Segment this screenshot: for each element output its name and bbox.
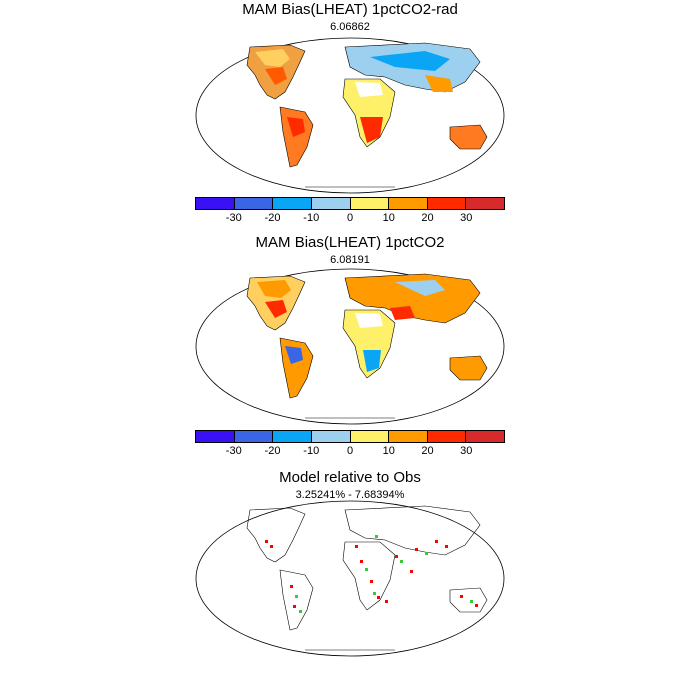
- colorbar-tick-label: 10: [382, 445, 395, 457]
- panel-3-title: Model relative to Obs: [279, 469, 421, 486]
- panel-2-colorbar: [195, 430, 505, 443]
- colorbar-swatch: [196, 431, 235, 442]
- colorbar-swatch: [350, 198, 390, 209]
- relative-markers: [265, 535, 478, 613]
- colorbar-tick-label: -30: [225, 212, 242, 224]
- relative-marker: [355, 545, 358, 548]
- panel-2-subtitle: 6.08191: [330, 254, 370, 266]
- colorbar-swatch: [466, 198, 504, 209]
- colorbar-tick-label: -10: [303, 212, 320, 224]
- colorbar-tick-label: 20: [421, 445, 434, 457]
- colorbar-tick-label: -20: [264, 445, 281, 457]
- relative-marker: [470, 600, 473, 603]
- relative-marker: [373, 592, 376, 595]
- colorbar-tick-label: 30: [460, 445, 473, 457]
- colorbar-swatch: [273, 431, 312, 442]
- relative-marker: [295, 595, 298, 598]
- colorbar-tick-label: 0: [346, 212, 354, 224]
- panel-2-colorbar-labels: -30 -20 -10 0 10 20 30: [195, 445, 505, 459]
- relative-marker: [395, 555, 398, 558]
- relative-marker: [270, 545, 273, 548]
- relative-marker: [410, 570, 413, 573]
- colorbar-tick-label: -10: [303, 445, 320, 457]
- colorbar-tick-label: 20: [421, 212, 434, 224]
- colorbar-swatch: [389, 198, 428, 209]
- colorbar-swatch: [234, 198, 274, 209]
- panel-2-map: [195, 268, 505, 425]
- panel-1-map: [195, 37, 505, 194]
- relative-marker: [385, 600, 388, 603]
- relative-marker: [370, 580, 373, 583]
- colorbar-swatch: [350, 431, 390, 442]
- colorbar-swatch: [389, 431, 428, 442]
- colorbar-tick-label: 30: [460, 212, 473, 224]
- relative-marker: [293, 605, 296, 608]
- panel-3-subtitle: 3.25241% - 7.68394%: [295, 489, 405, 501]
- relative-marker: [265, 540, 268, 543]
- colorbar-tick-label: -20: [264, 212, 281, 224]
- relative-marker: [445, 545, 448, 548]
- colorbar-swatch: [427, 198, 467, 209]
- panel-1-colorbar: [195, 197, 505, 210]
- relative-marker: [290, 585, 293, 588]
- colorbar-swatch: [234, 431, 274, 442]
- panel-1-title: MAM Bias(LHEAT) 1pctCO2-rad: [242, 1, 458, 18]
- relative-marker: [375, 535, 378, 538]
- panel-1-subtitle: 6.06862: [330, 21, 370, 33]
- panel-2-title: MAM Bias(LHEAT) 1pctCO2: [255, 234, 445, 251]
- relative-marker: [360, 560, 363, 563]
- relative-marker: [377, 596, 380, 599]
- colorbar-tick-label: -30: [225, 445, 242, 457]
- relative-marker: [299, 610, 302, 613]
- colorbar-swatch: [311, 198, 351, 209]
- panel-3-map: [195, 500, 505, 657]
- panel-1-colorbar-labels: -30 -20 -10 0 10 20 30: [195, 212, 505, 226]
- relative-marker: [425, 552, 428, 555]
- colorbar-tick-label: 10: [382, 212, 395, 224]
- colorbar-swatch: [466, 431, 504, 442]
- colorbar-swatch: [311, 431, 351, 442]
- colorbar-swatch: [427, 431, 467, 442]
- relative-marker: [400, 560, 403, 563]
- colorbar-swatch: [196, 198, 235, 209]
- relative-marker: [415, 548, 418, 551]
- relative-marker: [435, 540, 438, 543]
- colorbar-swatch: [273, 198, 312, 209]
- relative-marker: [365, 568, 368, 571]
- relative-marker: [460, 595, 463, 598]
- relative-marker: [475, 604, 478, 607]
- colorbar-tick-label: 0: [346, 445, 354, 457]
